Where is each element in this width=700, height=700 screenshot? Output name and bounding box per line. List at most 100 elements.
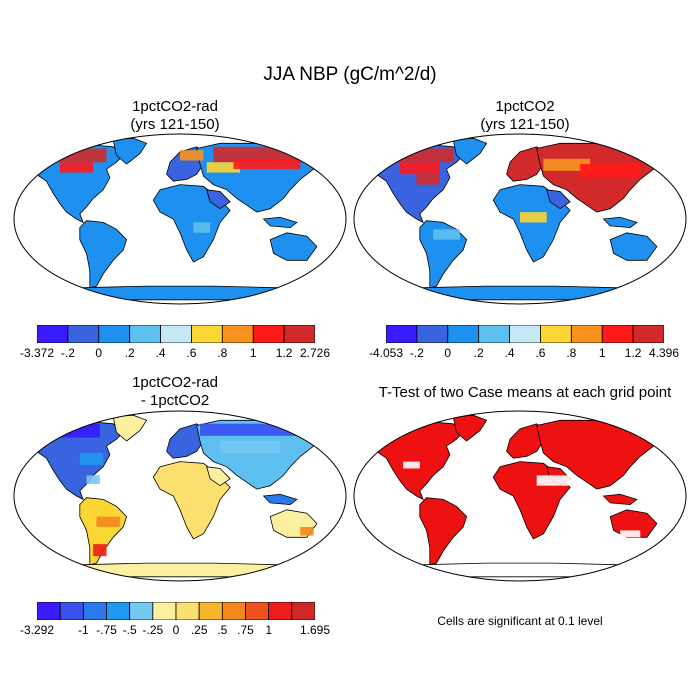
- colorbar-swatch: [252, 325, 285, 343]
- colorbar-swatch: [268, 602, 293, 620]
- colorbar-swatch: [129, 325, 161, 343]
- map-land-seAsia: [262, 493, 298, 506]
- colorbar-swatch: [82, 602, 107, 620]
- map-panel-2: [353, 133, 687, 305]
- colorbar-swatch: [221, 325, 254, 343]
- colorbar-swatch: [245, 602, 270, 620]
- colorbar-swatch: [221, 602, 246, 620]
- colorbar-swatch: [98, 325, 131, 343]
- colorbar-tick-label: -4.053: [368, 346, 404, 360]
- colorbar-tick-label: -.2: [60, 346, 75, 360]
- colorbar-tick-label: 0: [172, 623, 180, 637]
- colorbar-swatch: [416, 325, 449, 343]
- map-region-patch: [86, 475, 100, 484]
- colorbar-tick-label: .2: [124, 346, 135, 360]
- colorbar-tick-label: .4: [155, 346, 166, 360]
- colorbar-tick-label: .5: [217, 623, 228, 637]
- colorbar-swatch: [37, 325, 69, 343]
- colorbar-tick-label: 1.695: [299, 623, 331, 637]
- colorbar-swatch: [37, 602, 61, 620]
- map-region-patch: [233, 158, 301, 170]
- map-land-arabia: [206, 466, 231, 487]
- colorbar-swatch: [160, 325, 192, 343]
- map-land-seAsia: [602, 216, 638, 229]
- panel-4-title: T-Test of two Case means at each grid po…: [355, 384, 695, 402]
- colorbar-2: [386, 325, 664, 343]
- colorbar-1-ticks: -3.372 -.2 0 .2 .4 .6 .8 1 1.2 2.726: [20, 346, 330, 362]
- map-land-antarctica: [39, 562, 321, 578]
- map-land-greenland: [452, 414, 488, 442]
- colorbar-tick-label: 2.726: [299, 346, 331, 360]
- colorbar-3-ticks: -3.292 -1 -.75 -.5 -.25 0 .25 .5 .75 1 1.695: [20, 623, 330, 639]
- colorbar-swatch: [509, 325, 541, 343]
- colorbar-tick-label: 0: [95, 346, 103, 360]
- colorbar-swatch: [291, 602, 315, 620]
- panel-1-title-line2: (yrs 121-150): [130, 116, 220, 133]
- map-panel-1: [13, 133, 347, 305]
- colorbar-tick-label: -1: [77, 623, 89, 637]
- map-border: [13, 410, 347, 582]
- colorbar-swatch: [106, 602, 131, 620]
- map-border: [13, 133, 347, 305]
- map-region-patch: [403, 461, 420, 469]
- panel-2-title: 1pctCO2 (yrs 121-150): [400, 98, 650, 134]
- map-region-patch: [620, 530, 641, 538]
- colorbar-tick-label: .8: [566, 346, 577, 360]
- map-region-patch: [206, 162, 241, 173]
- panel-3-title: 1pctCO2-rad - 1pctCO2: [50, 374, 300, 410]
- map-region-patch: [33, 423, 100, 438]
- colorbar-tick-label: 1.2: [275, 346, 293, 360]
- panel-2-title-line2: (yrs 121-150): [480, 116, 570, 133]
- colorbar-swatch: [632, 325, 664, 343]
- colorbar-tick-label: .4: [504, 346, 515, 360]
- map-region-patch: [93, 544, 107, 557]
- map-region-patch: [416, 174, 440, 185]
- significance-note: Cells are significant at 0.1 level: [437, 614, 603, 628]
- map-region-patch: [180, 150, 204, 161]
- map-land-australia: [269, 232, 318, 261]
- map-land-arabia: [546, 189, 571, 210]
- map-region-patch: [536, 475, 571, 486]
- colorbar-swatch: [478, 325, 510, 343]
- map-region-patch: [369, 148, 454, 163]
- map-region-patch: [59, 162, 94, 173]
- map-land-southAmerica: [79, 497, 128, 566]
- colorbar-tick-label: 1.2: [624, 346, 642, 360]
- panel-2-title-line1: 1pctCO2: [495, 98, 555, 115]
- map-land-greenland: [452, 137, 488, 165]
- map-land-arabia: [206, 189, 231, 210]
- colorbar-swatch: [175, 602, 200, 620]
- colorbar-swatch: [283, 325, 315, 343]
- colorbar-swatch: [59, 602, 84, 620]
- map-region-patch: [79, 453, 104, 466]
- map-land-southAmerica: [419, 497, 468, 566]
- colorbar-tick-label: -.2: [409, 346, 424, 360]
- colorbar-tick-label: .6: [186, 346, 197, 360]
- colorbar-2-ticks: -4.053 -.2 0 .2 .4 .6 .8 1 1.2 4.396: [369, 346, 679, 362]
- colorbar-swatch: [386, 325, 418, 343]
- colorbar-swatch: [152, 602, 177, 620]
- colorbar-tick-label: .8: [217, 346, 228, 360]
- colorbar-swatch: [67, 325, 100, 343]
- colorbar-tick-label: -.75: [96, 623, 117, 637]
- colorbar-tick-label: -3.372: [19, 346, 55, 360]
- colorbar-tick-label: 1: [598, 346, 606, 360]
- colorbar-tick-label: 1: [249, 346, 257, 360]
- map-land-greenland: [112, 137, 148, 165]
- colorbar-swatch: [570, 325, 603, 343]
- colorbar-3: [37, 602, 315, 620]
- colorbar-swatch: [191, 325, 223, 343]
- map-land-greenland: [112, 414, 148, 442]
- map-region-patch: [220, 440, 281, 453]
- map-region-patch: [520, 212, 547, 223]
- map-region-patch: [193, 222, 211, 233]
- colorbar-tick-label: .75: [237, 623, 254, 637]
- map-panel-4: [353, 410, 687, 582]
- map-region-patch: [433, 229, 460, 240]
- colorbar-swatch: [129, 602, 154, 620]
- map-panel-3: [13, 410, 347, 582]
- map-land-seAsia: [602, 493, 638, 506]
- map-land-antarctica: [379, 285, 661, 301]
- panel-1-title-line1: 1pctCO2-rad: [132, 98, 218, 115]
- colorbar-swatch: [198, 602, 223, 620]
